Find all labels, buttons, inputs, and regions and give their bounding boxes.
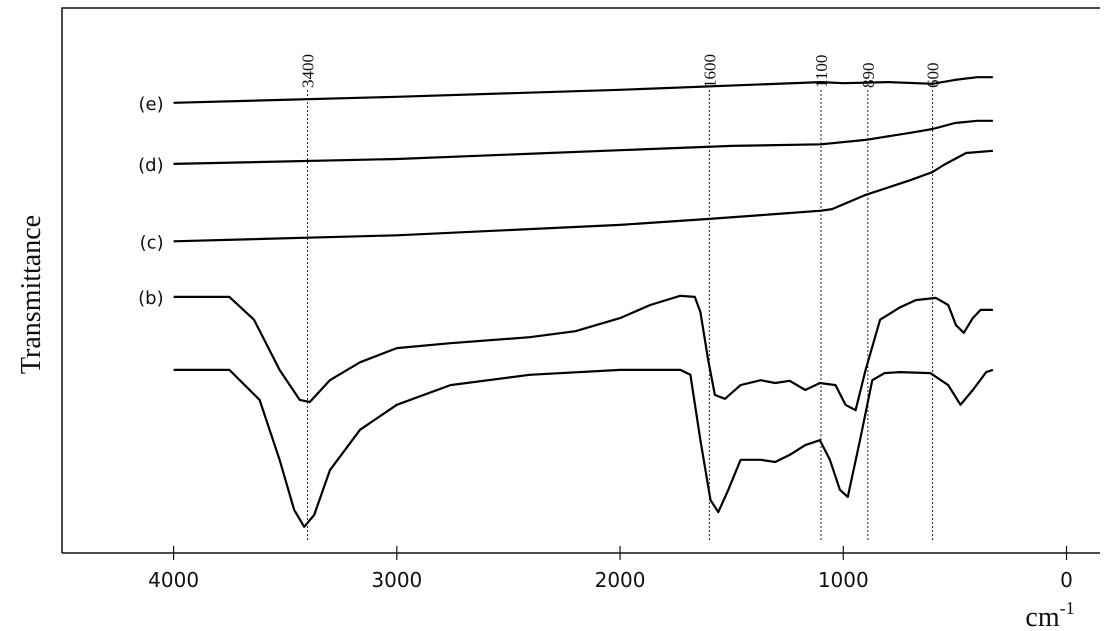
x-tick-label: 4000 xyxy=(148,568,199,592)
reference-label: 890 xyxy=(859,63,878,89)
series-label: (d) xyxy=(138,155,163,176)
x-axis-title: cm-1 xyxy=(1025,598,1074,631)
spectrum-line xyxy=(173,149,993,243)
reference-label: 600 xyxy=(924,63,943,89)
reference-label: 1600 xyxy=(700,54,719,88)
reference-label: 3400 xyxy=(299,54,318,88)
x-tick-label: 3000 xyxy=(371,568,422,592)
spectrum-line xyxy=(173,294,993,412)
series-label: (e) xyxy=(138,94,163,115)
x-axis-title-sup: -1 xyxy=(1060,598,1075,618)
series-label: (b) xyxy=(138,288,163,309)
series-label: (c) xyxy=(140,232,164,253)
plot-frame xyxy=(61,7,1100,553)
x-tick-label: 0 xyxy=(1060,568,1073,592)
spectrum-line xyxy=(173,76,993,104)
spectrum-line xyxy=(173,119,993,165)
x-tick-label: 1000 xyxy=(818,568,869,592)
y-axis-title: Transmittance xyxy=(16,215,47,374)
x-axis-title-base: cm xyxy=(1025,602,1059,631)
x-tick-label: 2000 xyxy=(595,568,646,592)
reference-label: 1100 xyxy=(812,55,831,88)
spectrum-line xyxy=(173,368,994,528)
